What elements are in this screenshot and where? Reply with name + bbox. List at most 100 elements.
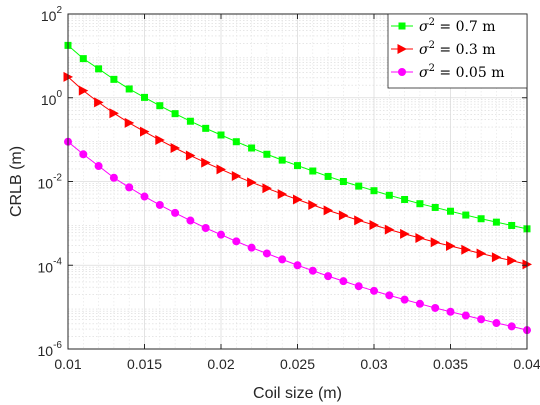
data-point-marker <box>232 138 240 146</box>
data-point-marker <box>278 156 286 164</box>
data-point-marker <box>446 307 455 316</box>
data-point-marker <box>140 126 150 137</box>
data-point-marker <box>109 173 118 182</box>
data-point-marker <box>338 210 349 221</box>
data-point-marker <box>79 55 87 63</box>
data-point-marker <box>370 187 378 195</box>
data-point-marker <box>324 172 332 180</box>
legend-entry-1: σ2 = 0.7 m <box>391 17 496 35</box>
data-point-marker <box>171 110 179 118</box>
data-point-marker <box>185 150 196 161</box>
data-point-marker <box>125 183 134 192</box>
data-point-marker <box>400 228 410 239</box>
data-point-marker <box>384 224 395 235</box>
data-point-marker <box>492 319 501 328</box>
data-point-marker <box>309 167 317 175</box>
data-point-marker <box>232 237 241 246</box>
data-point-marker <box>339 178 347 185</box>
data-point-marker <box>446 241 456 252</box>
data-point-marker <box>141 93 148 101</box>
data-point-marker <box>354 215 364 226</box>
data-point-marker <box>355 182 363 190</box>
data-point-marker <box>508 221 516 229</box>
x-tick-label: 0.02 <box>207 356 234 372</box>
legend-label: σ2 = 0.05 m <box>419 63 504 81</box>
data-point-marker <box>369 220 379 231</box>
data-point-marker <box>94 97 104 108</box>
x-tick-labels: 0.01 0.015 0.02 0.025 0.03 0.035 0.04 <box>54 356 540 372</box>
data-point-marker <box>492 218 500 226</box>
tick-marks <box>67 13 528 350</box>
data-point-marker <box>262 249 271 258</box>
data-point-marker <box>491 252 502 263</box>
data-point-marker <box>186 117 194 125</box>
data-point-marker <box>401 195 409 203</box>
data-point-marker <box>278 255 287 264</box>
data-point-marker <box>217 131 225 139</box>
data-point-marker <box>431 303 440 312</box>
data-point-marker <box>125 85 133 93</box>
y-tick-label: 100 <box>41 89 63 108</box>
data-point-marker <box>248 144 256 152</box>
data-point-marker <box>415 233 425 244</box>
data-point-marker <box>155 200 164 209</box>
data-point-marker <box>308 199 318 210</box>
data-point-marker <box>416 200 424 208</box>
data-point-marker <box>339 277 348 286</box>
data-point-marker <box>186 216 195 225</box>
y-tick-label: 10-2 <box>38 173 63 192</box>
data-point-marker <box>79 150 88 159</box>
series-3 <box>64 137 531 335</box>
data-point-marker <box>477 215 485 223</box>
x-tick-label: 0.025 <box>280 356 315 372</box>
data-point-marker <box>262 183 272 194</box>
y-tick-label: 10-4 <box>38 256 63 275</box>
legend-marker <box>398 22 406 30</box>
data-point-marker <box>170 142 181 153</box>
legend: σ2 = 0.7 m σ2 = 0.3 m σ2 = 0.05 m <box>387 13 528 89</box>
data-point-marker <box>94 162 103 171</box>
x-tick-label: 0.01 <box>54 356 81 372</box>
data-point-marker <box>461 311 470 320</box>
data-point-marker <box>400 295 409 304</box>
data-point-marker <box>462 211 470 219</box>
legend-label: σ2 = 0.7 m <box>419 17 496 35</box>
legend-marker <box>398 68 406 76</box>
data-point-marker <box>431 203 439 211</box>
legend-entry-3: σ2 = 0.05 m <box>391 63 504 81</box>
data-point-marker <box>308 266 317 275</box>
data-point-marker <box>370 286 378 295</box>
legend-marker <box>397 44 407 54</box>
data-point-marker <box>78 85 89 96</box>
x-axis-title: Coil size (m) <box>253 385 342 402</box>
y-tick-label: 10-6 <box>38 340 63 359</box>
y-tick-label: 102 <box>41 5 63 24</box>
y-tick-labels: 10-6 10-4 10-2 100 102 <box>38 5 63 359</box>
legend-label: σ2 = 0.3 m <box>419 40 496 58</box>
data-point-marker <box>156 102 164 110</box>
data-point-marker <box>293 194 303 205</box>
x-tick-label: 0.015 <box>127 356 162 372</box>
data-point-marker <box>201 223 210 232</box>
data-point-marker <box>476 248 487 259</box>
series-2 <box>63 71 532 270</box>
data-point-marker <box>95 65 103 73</box>
data-point-marker <box>247 177 257 188</box>
x-tick-label: 0.04 <box>513 356 540 372</box>
data-point-marker <box>507 255 517 266</box>
data-point-marker <box>461 244 471 255</box>
data-point-marker <box>324 272 333 281</box>
y-axis-title: CRLB (m) <box>8 146 25 217</box>
data-point-marker <box>247 243 256 252</box>
data-point-marker <box>171 208 180 217</box>
data-point-marker <box>277 189 288 200</box>
data-point-marker <box>110 75 118 83</box>
data-point-marker <box>201 157 211 168</box>
data-point-marker <box>124 117 135 128</box>
data-point-marker <box>140 192 149 201</box>
legend-entry-2: σ2 = 0.3 m <box>391 40 496 58</box>
data-point-marker <box>507 322 516 331</box>
data-point-marker <box>477 315 486 324</box>
x-tick-label: 0.03 <box>360 356 387 372</box>
data-point-marker <box>415 299 424 308</box>
